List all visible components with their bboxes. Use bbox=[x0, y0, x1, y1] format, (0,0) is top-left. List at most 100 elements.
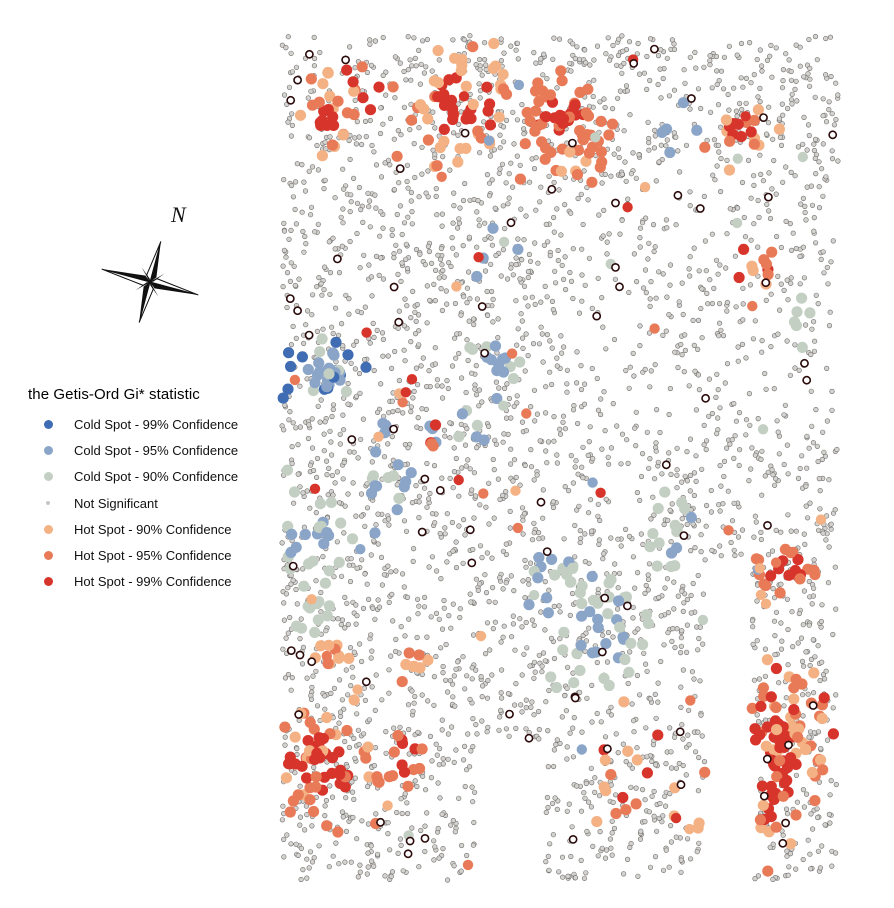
map-point-not-significant bbox=[726, 107, 732, 113]
map-point-not-significant bbox=[340, 343, 346, 349]
map-point-not-significant bbox=[793, 866, 799, 872]
map-point-not-significant bbox=[527, 663, 533, 669]
map-point-not-significant bbox=[391, 136, 397, 142]
map-point-hot95 bbox=[402, 780, 414, 792]
map-point-cold90 bbox=[625, 637, 637, 650]
map-point-not-significant bbox=[531, 712, 537, 718]
map-point-not-significant bbox=[641, 70, 648, 76]
map-point-hot95 bbox=[630, 798, 642, 810]
map-point-not-significant bbox=[640, 285, 647, 291]
map-point-not-significant bbox=[582, 531, 588, 537]
map-point-not-significant bbox=[285, 630, 291, 636]
map-point-not-significant bbox=[608, 445, 615, 451]
map-point-cold90 bbox=[757, 424, 769, 435]
map-point-cold90 bbox=[393, 492, 405, 504]
map-point-cold95 bbox=[380, 419, 392, 431]
map-point-not-significant bbox=[432, 151, 438, 157]
map-point-not-significant bbox=[687, 273, 693, 279]
map-point-not-significant bbox=[643, 725, 649, 731]
map-point-hot99 bbox=[790, 758, 802, 771]
map-point-hot99 bbox=[553, 113, 565, 125]
map-point-not-significant bbox=[321, 186, 327, 192]
map-point-not-significant bbox=[659, 819, 665, 825]
map-point-not-significant bbox=[590, 93, 596, 100]
map-point-not-significant bbox=[402, 296, 408, 302]
map-point-not-significant bbox=[353, 141, 360, 147]
map-point-not-significant bbox=[479, 693, 485, 700]
map-point-cold90 bbox=[298, 580, 310, 592]
map-point-cold95 bbox=[487, 222, 499, 234]
map-point-not-significant bbox=[818, 166, 825, 172]
map-point-not-significant bbox=[451, 863, 457, 869]
map-point-not-significant bbox=[610, 42, 616, 49]
map-point-not-significant bbox=[557, 426, 563, 432]
map-point-not-significant bbox=[435, 825, 441, 832]
map-point-not-significant bbox=[586, 439, 592, 445]
map-point-not-significant bbox=[554, 363, 560, 369]
map-point-cold90 bbox=[316, 333, 328, 345]
map-point-not-significant bbox=[679, 352, 685, 358]
map-point-not-significant bbox=[424, 36, 431, 43]
map-point-not-significant bbox=[283, 635, 289, 641]
map-point-not-significant bbox=[401, 323, 408, 329]
map-point-not-significant bbox=[701, 64, 707, 70]
map-point-not-significant bbox=[683, 649, 690, 656]
map-point-not-significant bbox=[293, 221, 300, 227]
map-point-not-significant bbox=[570, 407, 577, 413]
map-point-not-significant bbox=[449, 235, 455, 241]
map-point-not-significant bbox=[673, 134, 679, 140]
map-point-not-significant bbox=[408, 198, 414, 204]
map-point-not-significant bbox=[514, 393, 520, 399]
map-point-not-significant bbox=[592, 789, 598, 796]
map-point-cold95 bbox=[392, 459, 404, 471]
map-point-not-significant bbox=[637, 244, 643, 250]
map-point-hot90 bbox=[418, 103, 430, 115]
map-point-not-significant bbox=[800, 663, 807, 669]
map-point-not-significant bbox=[638, 828, 644, 834]
map-point-not-significant bbox=[828, 259, 834, 265]
map-point-not-significant bbox=[286, 236, 292, 242]
map-point-not-significant bbox=[408, 409, 414, 415]
map-point-hot90 bbox=[451, 281, 462, 292]
map-point-not-significant bbox=[606, 57, 613, 63]
map-point-not-significant bbox=[574, 507, 580, 513]
map-point-not-significant bbox=[536, 536, 542, 542]
map-point-not-significant bbox=[746, 391, 753, 397]
map-point-hot95 bbox=[699, 141, 711, 153]
map-point-not-significant bbox=[432, 520, 438, 526]
map-point-not-significant bbox=[336, 720, 342, 726]
map-point-not-significant bbox=[756, 214, 762, 220]
map-point-not-significant bbox=[586, 625, 592, 631]
map-point-not-significant bbox=[696, 754, 702, 761]
map-point-not-significant bbox=[769, 467, 775, 473]
map-point-not-significant bbox=[681, 600, 687, 606]
map-point-not-significant bbox=[353, 338, 360, 345]
map-point-not-significant bbox=[647, 696, 653, 702]
map-point-not-significant bbox=[368, 632, 374, 638]
map-point-not-significant bbox=[653, 178, 659, 184]
map-point-not-significant bbox=[329, 452, 335, 458]
map-point-not-significant bbox=[696, 268, 702, 274]
map-point-ring bbox=[389, 282, 399, 292]
map-point-not-significant bbox=[462, 532, 468, 538]
map-point-not-significant bbox=[347, 449, 353, 455]
map-point-not-significant bbox=[755, 416, 761, 422]
map-point-not-significant bbox=[459, 465, 465, 471]
map-point-not-significant bbox=[352, 135, 358, 141]
map-point-ring bbox=[417, 527, 427, 537]
map-point-not-significant bbox=[490, 319, 496, 325]
map-point-not-significant bbox=[811, 147, 818, 154]
map-point-not-significant bbox=[528, 447, 534, 453]
map-point-not-significant bbox=[397, 836, 404, 842]
map-point-not-significant bbox=[389, 232, 395, 238]
map-point-hot95 bbox=[332, 95, 344, 107]
legend-label: Cold Spot - 99% Confidence bbox=[74, 416, 239, 432]
map-point-cold95 bbox=[405, 467, 417, 479]
map-point-not-significant bbox=[813, 407, 819, 413]
map-point-ring bbox=[761, 278, 771, 288]
map-point-not-significant bbox=[795, 640, 801, 646]
map-point-not-significant bbox=[612, 561, 618, 567]
map-point-hot95 bbox=[519, 138, 531, 150]
map-point-hot90 bbox=[323, 639, 335, 651]
map-point-not-significant bbox=[604, 239, 610, 245]
